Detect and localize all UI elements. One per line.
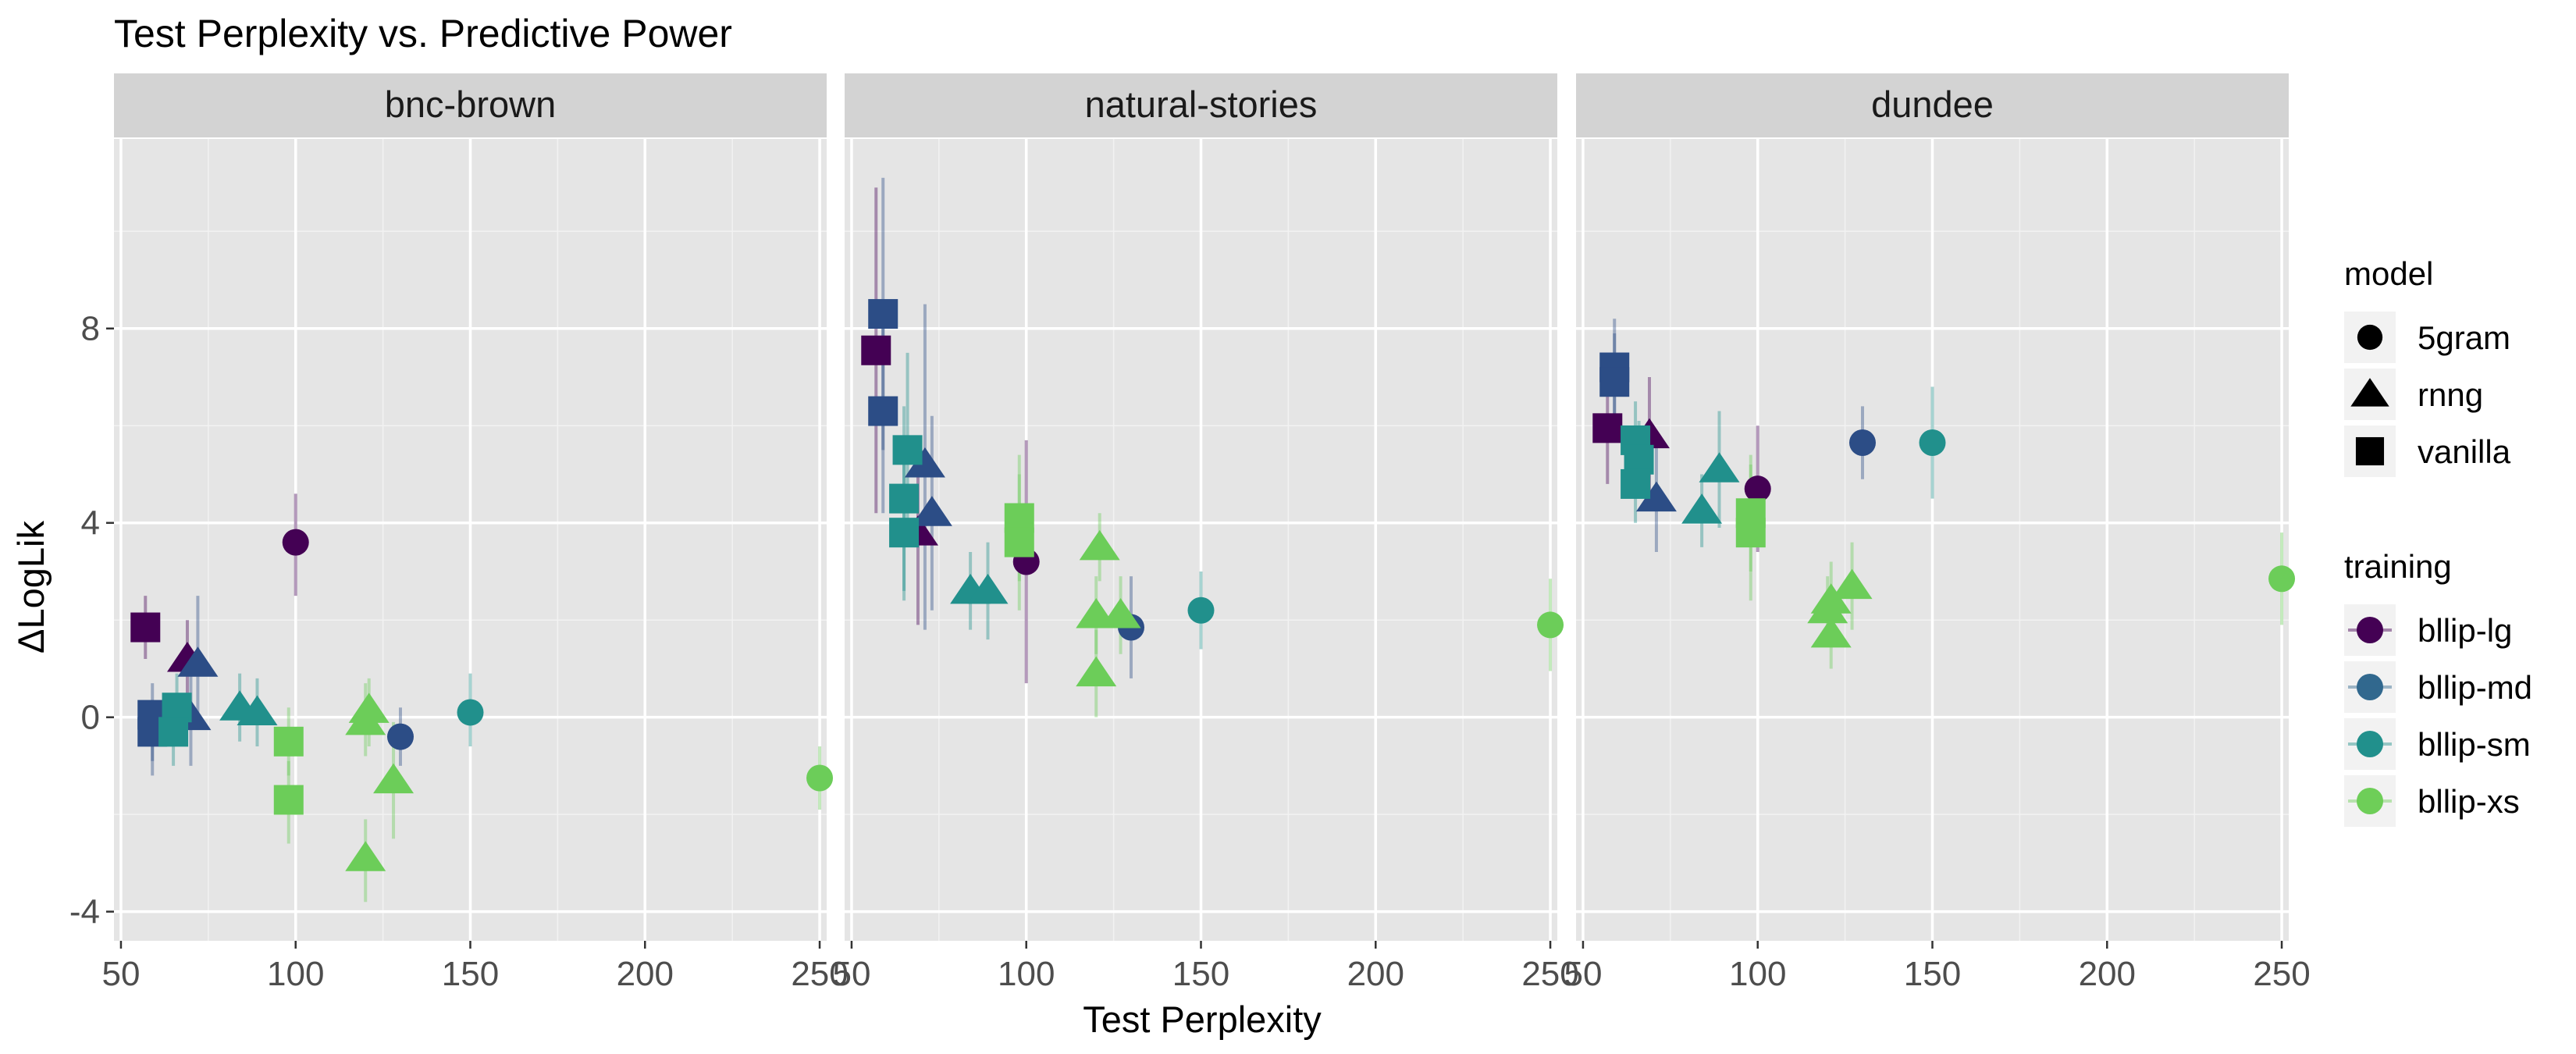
data-point (345, 704, 386, 735)
data-point (386, 723, 414, 750)
facet-strip (1576, 73, 2289, 137)
y-tick-label: -4 (69, 893, 100, 931)
x-tick-label: 150 (1172, 955, 1229, 993)
data-point (868, 299, 898, 329)
facet-label: bnc-brown (385, 84, 556, 125)
data-point (806, 764, 834, 792)
legend-title-training: training (2344, 548, 2452, 585)
data-point (889, 518, 920, 548)
x-tick-label: 200 (1347, 955, 1404, 993)
data-point (967, 573, 1009, 604)
facet-strip (845, 73, 1557, 137)
data-point (273, 785, 304, 815)
data-point (892, 435, 923, 465)
x-tick-label: 200 (617, 955, 674, 993)
x-tick-label: 250 (1521, 955, 1578, 993)
data-point (1537, 611, 1564, 639)
legend: model 5gram rnng vanilla training bllip-lg bll… (2344, 255, 2532, 827)
data-point (1807, 593, 1848, 624)
x-tick-label: 100 (1729, 955, 1786, 993)
data-point (1635, 481, 1677, 512)
data-point (1848, 429, 1876, 457)
x-tick-label: 150 (1904, 955, 1961, 993)
legend-key-bllip-sm (2357, 731, 2383, 757)
facet-panels: bnc-brown natural-stories dundee (114, 73, 2296, 941)
x-tick-label: 100 (267, 955, 324, 993)
facet-strip (114, 73, 827, 137)
y-tick-label: 0 (81, 699, 100, 737)
data-point (1919, 429, 1946, 457)
data-point (158, 717, 189, 747)
data-point (889, 483, 920, 514)
data-point (904, 447, 945, 478)
legend-label: bllip-sm (2418, 726, 2531, 763)
y-tick-label: 8 (81, 310, 100, 348)
x-tick-label: 150 (442, 955, 499, 993)
legend-key-5gram (2357, 324, 2383, 351)
legend-label: rnng (2418, 376, 2483, 413)
data-point (177, 646, 219, 677)
x-tick-label: 50 (832, 955, 870, 993)
data-point (130, 612, 161, 643)
x-tick-label: 250 (2253, 955, 2310, 993)
legend-key-vanilla (2355, 436, 2385, 466)
data-point (1831, 568, 1873, 600)
data-point (911, 496, 952, 526)
data-point (237, 695, 278, 725)
legend-key-rnng (2350, 378, 2389, 407)
x-tick-label: 100 (998, 955, 1055, 993)
data-point (1810, 617, 1852, 648)
x-tick-label: 50 (1564, 955, 1602, 993)
legend-key-bllip-md (2357, 674, 2383, 700)
data-point (868, 396, 898, 426)
data-point (1187, 596, 1215, 624)
facet-panel-bnc-brown: bnc-brown (114, 73, 834, 941)
legend-key-bllip-lg (2357, 617, 2383, 643)
data-point (373, 763, 415, 794)
data-point (282, 529, 309, 556)
facet-panel-natural-stories: natural-stories (845, 73, 1564, 941)
legend-label: bllip-xs (2418, 783, 2520, 820)
chart-title: Test Perplexity vs. Predictive Power (114, 12, 732, 55)
legend-label: bllip-md (2418, 669, 2532, 706)
x-tick-label: 50 (101, 955, 140, 993)
x-axis-title: Test Perplexity (1083, 999, 1322, 1040)
facet-label: natural-stories (1085, 84, 1318, 125)
data-point (273, 726, 304, 757)
data-point (1621, 468, 1651, 499)
data-point (1735, 518, 1766, 548)
data-point (861, 335, 891, 365)
data-point (1681, 493, 1723, 524)
data-point (345, 841, 386, 871)
y-axis: -4 0 4 8 (69, 310, 114, 931)
legend-label: bllip-lg (2418, 612, 2512, 649)
data-point (457, 699, 484, 726)
x-tick-label: 200 (2079, 955, 2136, 993)
data-point (1004, 527, 1034, 557)
legend-title-model: model (2344, 255, 2433, 292)
data-point (1599, 367, 1630, 397)
legend-key-bllip-xs (2357, 788, 2383, 814)
data-point (1744, 475, 1771, 503)
facet-label: dundee (1871, 84, 1994, 125)
facet-panel-dundee: dundee (1576, 73, 2296, 941)
data-point (1592, 413, 1623, 443)
data-point (1079, 529, 1120, 561)
x-tick-label: 250 (791, 955, 848, 993)
data-point (1100, 597, 1141, 628)
data-point (1699, 452, 1740, 482)
legend-label: 5gram (2418, 319, 2510, 356)
y-axis-title: ΔLogLik (10, 521, 52, 653)
y-tick-label: 4 (81, 504, 100, 543)
legend-label: vanilla (2418, 433, 2511, 470)
data-point (1076, 656, 1117, 687)
data-point (2268, 565, 2296, 593)
